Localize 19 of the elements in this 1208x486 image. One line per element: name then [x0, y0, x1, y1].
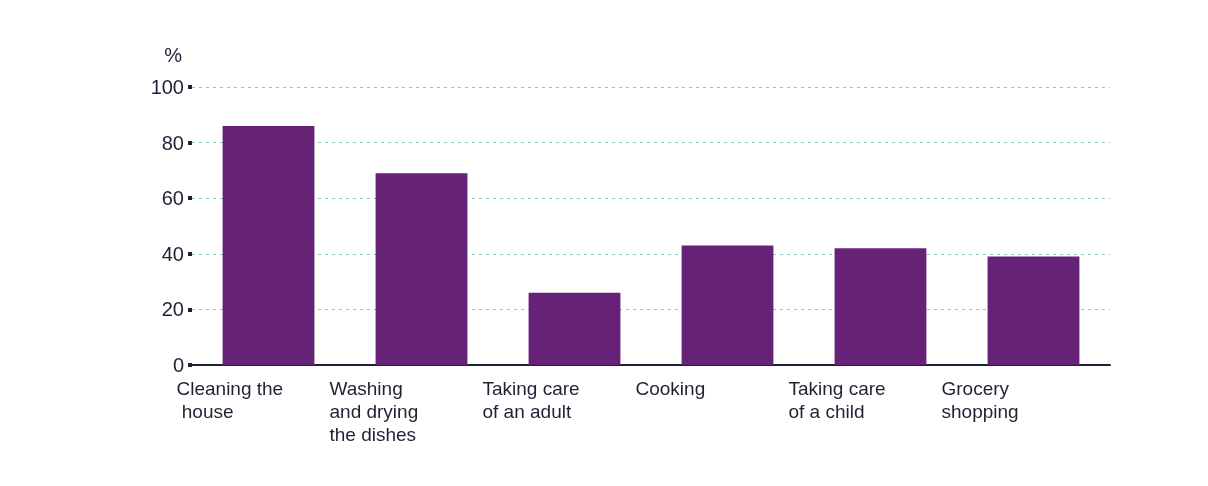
- bar: [681, 245, 774, 365]
- y-tick-label: 80: [161, 131, 184, 154]
- x-tick-label: Taking care of an adult: [482, 378, 585, 422]
- y-axis-title: %: [164, 44, 183, 66]
- bar: [375, 173, 468, 365]
- bar: [222, 125, 315, 365]
- y-tick-label: 0: [172, 354, 184, 376]
- x-tick-label: Cleaning the house: [176, 378, 284, 422]
- bar: [834, 248, 927, 365]
- bar: [528, 292, 621, 365]
- y-tick-label: 60: [161, 187, 184, 210]
- y-tick-label: 100: [150, 76, 184, 98]
- bar: [987, 256, 1080, 365]
- x-tick-label: Grocery shopping: [941, 378, 1019, 422]
- x-tick-label: Washing and drying the dishes: [329, 378, 424, 445]
- y-tick-label: 40: [161, 242, 184, 265]
- x-tick-label: Taking care of a child: [788, 378, 891, 422]
- y-tick-label: 20: [161, 298, 184, 321]
- x-tick-label: Cooking: [635, 378, 706, 399]
